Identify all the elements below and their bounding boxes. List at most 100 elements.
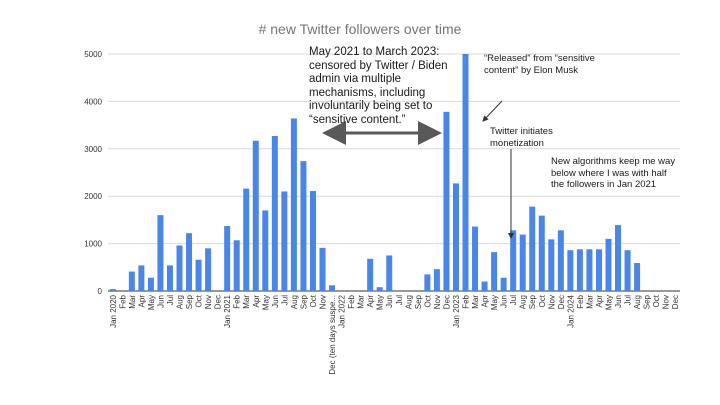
bar <box>472 226 479 291</box>
x-tick-label: Apr <box>595 295 604 308</box>
bar <box>176 245 183 291</box>
x-tick-label: Jul <box>624 295 633 305</box>
x-tick-label: Sep <box>528 294 537 309</box>
x-tick-label: Feb <box>347 294 356 308</box>
x-tick-label: Jul <box>395 295 404 305</box>
bar <box>195 259 202 291</box>
x-tick-label: Sep <box>299 294 308 309</box>
x-tick-label: Sep <box>643 294 652 309</box>
x-tick-label: Oct <box>652 294 661 307</box>
bar <box>615 225 622 291</box>
x-tick-label: Aug <box>633 295 642 309</box>
y-tick-label: 1000 <box>84 240 102 249</box>
bar <box>557 230 564 291</box>
x-tick-label: Dec <box>214 295 223 309</box>
x-tick-label: Jun <box>156 295 165 308</box>
x-tick-label: Mar <box>128 295 137 309</box>
x-tick-label: Nov <box>662 295 671 309</box>
bar <box>138 265 145 291</box>
x-tick-label: Jun <box>385 295 394 308</box>
x-tick-label: Jun <box>614 295 623 308</box>
bar <box>205 248 212 291</box>
x-tick-label: Oct <box>309 294 318 307</box>
x-tick-label: May <box>261 295 270 310</box>
x-tick-label: Apr <box>137 295 146 308</box>
x-tick-label: Jul <box>509 295 518 305</box>
x-tick-label: May <box>147 295 156 310</box>
bar <box>147 277 154 291</box>
bar <box>166 265 173 291</box>
x-tick-label: Dec <box>442 295 451 309</box>
x-tick-label: Jan 2022 <box>338 294 347 327</box>
released-arrow <box>482 100 503 122</box>
x-tick-label: Dec (ten days suspe... <box>328 295 337 375</box>
annotation-monetization: Twitter initiates monetization <box>490 126 553 149</box>
bar <box>538 215 545 291</box>
bar <box>576 249 583 291</box>
bar <box>548 239 555 291</box>
bar <box>109 289 116 291</box>
chart-title: # new Twitter followers over time <box>258 21 462 37</box>
bar <box>519 234 526 291</box>
bar <box>500 277 507 291</box>
x-tick-label: Dec <box>671 295 680 309</box>
x-tick-label: Jul <box>280 295 289 305</box>
x-tick-label: Nov <box>547 295 556 309</box>
y-tick-label: 3000 <box>84 145 102 154</box>
bar <box>262 210 269 291</box>
bar <box>376 287 383 291</box>
x-tick-label: Aug <box>519 295 528 309</box>
annotation-censorship: May 2021 to March 2023: censored by Twit… <box>309 46 448 126</box>
x-tick-label: Apr <box>481 295 490 308</box>
bar <box>271 136 278 291</box>
bar <box>386 255 393 291</box>
bar <box>367 258 374 291</box>
x-tick-label: Aug <box>176 295 185 309</box>
x-tick-label: Dec <box>557 295 566 309</box>
bar <box>586 249 593 291</box>
x-tick-label: Sep <box>185 294 194 309</box>
bar <box>529 206 536 291</box>
bar <box>634 263 641 291</box>
x-tick-label: Jan 2021 <box>223 294 232 327</box>
x-tick-label: May <box>376 295 385 310</box>
bar <box>624 250 631 291</box>
x-tick-label: May <box>490 295 499 310</box>
x-tick-label: Oct <box>423 294 432 307</box>
x-tick-label: Nov <box>319 295 328 309</box>
x-tick-label: Aug <box>404 295 413 309</box>
bar <box>128 271 135 291</box>
x-tick-label: Jul <box>166 295 175 305</box>
x-tick-label: Feb <box>233 294 242 308</box>
x-tick-label: Nov <box>433 295 442 309</box>
bar <box>309 190 316 291</box>
annotation-released: “Released” from “sensitive content” by E… <box>484 53 595 76</box>
x-tick-label: Jun <box>271 295 280 308</box>
x-tick-label: Apr <box>252 295 261 308</box>
y-tick-label: 0 <box>98 287 103 296</box>
bar <box>233 240 240 291</box>
bar <box>595 249 602 291</box>
bar <box>424 274 431 291</box>
x-tick-label: Mar <box>357 295 366 309</box>
bar <box>329 285 336 291</box>
bar <box>481 281 488 291</box>
bar <box>243 188 250 291</box>
x-tick-label: Jan 2020 <box>109 294 118 327</box>
bar <box>186 233 193 291</box>
bar <box>224 226 231 291</box>
bar <box>252 140 259 291</box>
bar <box>433 269 440 291</box>
bar <box>452 183 459 291</box>
bar <box>462 54 469 291</box>
bar <box>319 247 326 291</box>
x-tick-label: May <box>605 295 614 310</box>
y-tick-label: 2000 <box>84 192 102 201</box>
x-tick-label: Sep <box>414 294 423 309</box>
x-tick-label: Mar <box>471 295 480 309</box>
x-tick-label: Aug <box>290 295 299 309</box>
annotation-new-algorithms: New algorithms keep me way below where I… <box>551 156 676 190</box>
x-tick-label: Jan 2023 <box>452 294 461 327</box>
bar <box>567 250 574 291</box>
